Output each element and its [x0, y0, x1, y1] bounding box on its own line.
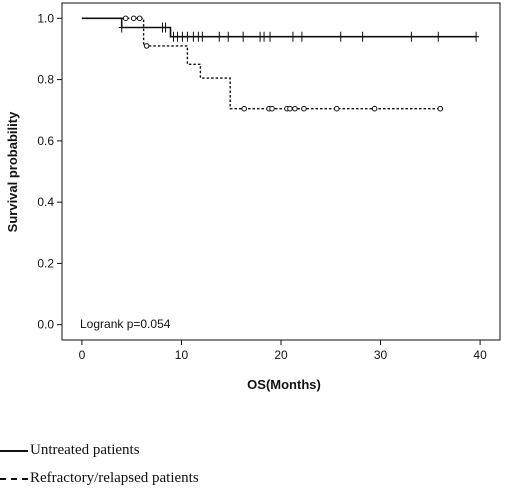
legend-dashed-line — [0, 477, 28, 480]
x-tick-label: 20 — [274, 348, 288, 362]
y-tick-label: 0.8 — [37, 73, 54, 87]
censor-mark-refractory — [437, 105, 444, 112]
censor-mark-refractory — [292, 105, 298, 112]
y-tick-label: 0.2 — [37, 256, 54, 270]
x-tick-label: 40 — [473, 348, 487, 362]
x-axis-label: OS(Months) — [247, 377, 321, 392]
censor-mark-untreated — [261, 31, 268, 42]
censor-mark-untreated — [435, 31, 442, 42]
survival-curve-untreated — [81, 17, 477, 38]
censor-mark-refractory — [130, 15, 137, 22]
y-tick-label: 1.0 — [37, 11, 54, 25]
logrank-annotation: Logrank p=0.054 — [80, 317, 171, 331]
censor-mark-refractory — [143, 43, 150, 49]
censor-mark-untreated — [267, 31, 274, 42]
y-axis-label: Survival probability — [5, 111, 20, 232]
censor-mark-untreated — [216, 31, 223, 42]
plot-frame — [61, 2, 501, 341]
legend-refractory-label: Refractory/relapsed patients — [30, 470, 199, 486]
censor-mark-untreated — [162, 22, 169, 33]
censor-mark-untreated — [225, 31, 232, 42]
censor-mark-refractory — [122, 15, 129, 22]
censor-mark-untreated — [298, 31, 305, 42]
x-tick-label: 30 — [374, 348, 388, 362]
km-plot: 0.00.20.40.60.81.0 0 10 20 30 40 OS(Months) … — [5, 2, 501, 392]
censor-mark-refractory — [287, 105, 293, 112]
x-tick-label: 10 — [175, 348, 189, 362]
censor-mark-untreated — [118, 22, 125, 33]
censor-mark-untreated — [408, 31, 415, 42]
censor-mark-untreated — [337, 31, 344, 42]
censor-mark-untreated — [184, 31, 191, 42]
censor-mark-refractory — [301, 105, 307, 112]
censor-mark-untreated — [359, 31, 366, 42]
x-tick-label: 0 — [79, 348, 86, 362]
censor-mark-untreated — [240, 31, 247, 42]
censor-mark-refractory — [371, 105, 378, 112]
legend-untreated-label: Untreated patients — [30, 442, 140, 458]
censor-mark-untreated — [199, 31, 206, 42]
survival-curve-refractory — [81, 17, 441, 110]
legend-solid-line — [0, 449, 28, 452]
censor-mark-refractory — [136, 15, 143, 22]
y-tick-label: 0.6 — [37, 134, 54, 148]
censor-mark-refractory — [269, 105, 275, 112]
legend-untreated: Untreated patients — [0, 442, 140, 459]
censor-mark-untreated — [289, 31, 296, 42]
censor-mark-untreated — [473, 31, 480, 42]
y-tick-label: 0.4 — [37, 195, 54, 209]
censor-mark-refractory — [241, 105, 247, 112]
censor-mark-refractory — [333, 105, 340, 112]
legend-refractory: Refractory/relapsed patients — [0, 470, 199, 487]
y-tick-label: 0.0 — [37, 318, 54, 332]
